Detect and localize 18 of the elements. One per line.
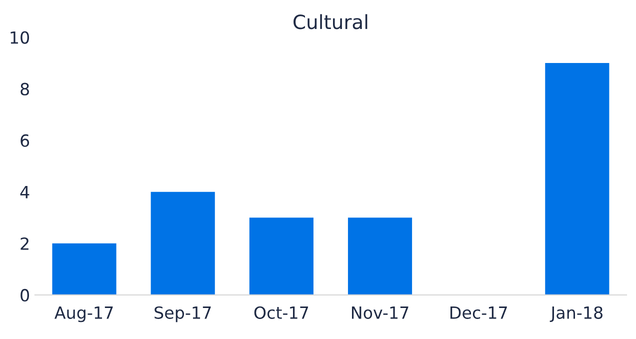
- y-tick-label: 0: [20, 288, 30, 302]
- x-tick-label: Sep-17: [154, 306, 211, 322]
- x-tick-label: Nov-17: [352, 306, 408, 319]
- y-tick-label: 10: [10, 31, 30, 44]
- x-tick-label: Oct-17: [254, 306, 308, 319]
- x-tick-label: Aug-17: [54, 306, 113, 322]
- bar: [348, 218, 412, 295]
- bar: [545, 63, 610, 295]
- chart-title: Cultural: [294, 14, 368, 30]
- y-tick-label: 2: [20, 237, 28, 250]
- y-tick-label: 8: [20, 82, 29, 96]
- bar: [249, 218, 314, 295]
- bar: [52, 243, 116, 295]
- bar: [150, 192, 215, 295]
- x-tick-label: Dec-17: [450, 306, 507, 319]
- y-tick-label: 4: [20, 186, 30, 198]
- y-tick-label: 6: [20, 134, 30, 147]
- x-tick-label: Jan-18: [550, 306, 602, 322]
